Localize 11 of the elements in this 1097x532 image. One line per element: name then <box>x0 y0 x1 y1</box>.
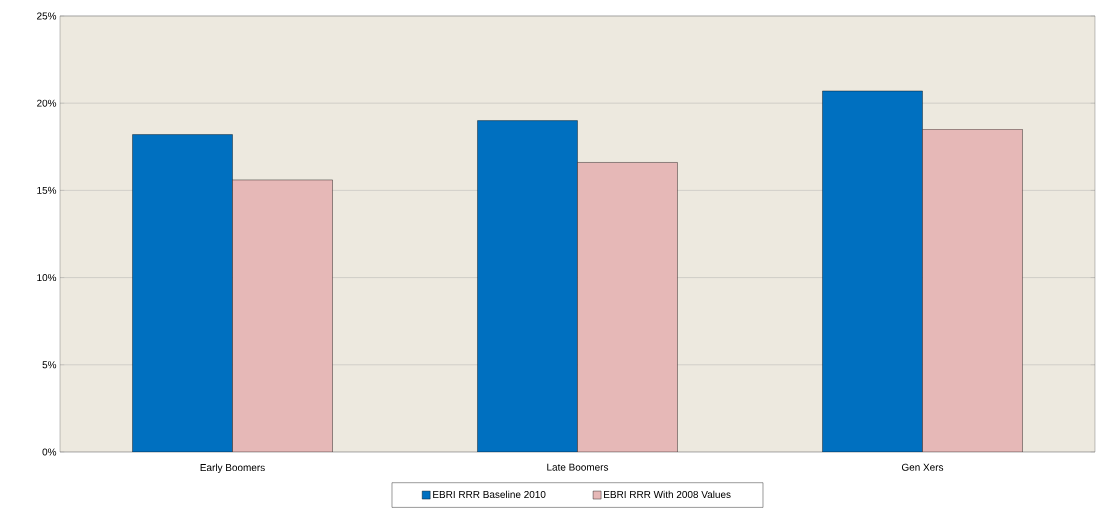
y-tick-label: 5% <box>42 361 57 369</box>
y-tick-label: 10% <box>37 274 57 282</box>
y-tick-label: 0% <box>42 448 57 456</box>
x-tick-label: Gen Xers <box>901 463 944 471</box>
x-tick-label: Late Boomers <box>547 463 609 471</box>
y-tick-label: 20% <box>37 99 57 107</box>
y-tick-label: 25% <box>37 12 57 20</box>
legend-label: EBRI RRR With 2008 Values <box>604 490 731 499</box>
y-tick-label: 15% <box>37 186 57 194</box>
legend-label: EBRI RRR Baseline 2010 <box>433 490 546 499</box>
x-tick-label: Early Boomers <box>200 463 265 474</box>
